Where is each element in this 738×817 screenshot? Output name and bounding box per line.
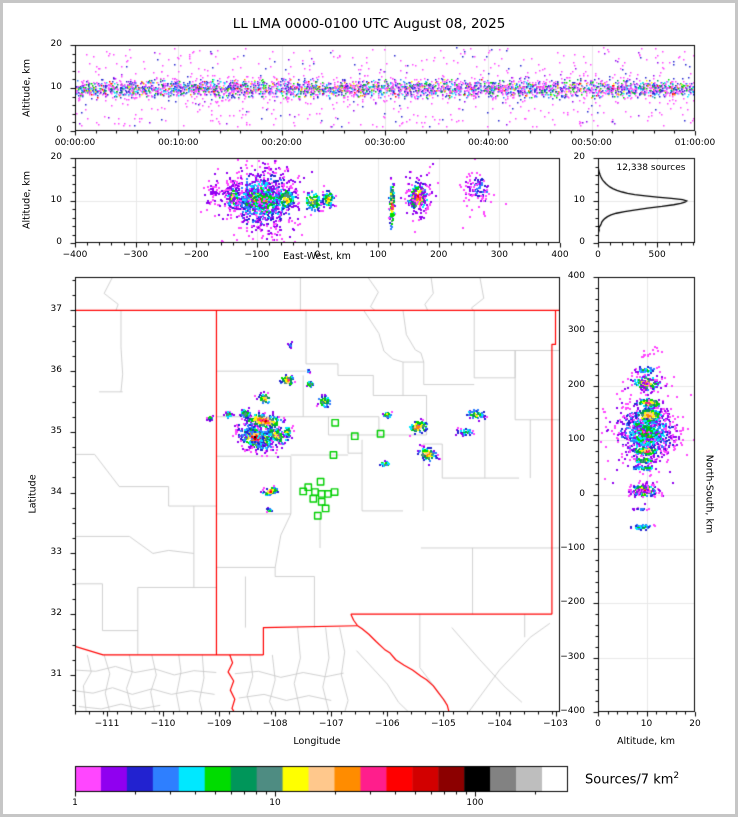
plan-view-map-panel [67, 269, 568, 720]
tick-label: 300 [567, 325, 585, 336]
tick-label: 100 [369, 250, 387, 260]
tick-label: 500 [648, 250, 666, 260]
ew-ylabel: Altitude, km [21, 171, 33, 229]
map-ylabel: Latitude [27, 474, 39, 514]
tick-label: 00:00:00 [54, 138, 96, 148]
time-height-panel [67, 37, 703, 139]
tick-label: −106 [374, 719, 400, 729]
tick-label: −300 [560, 651, 585, 662]
tick-label: 0 [314, 250, 321, 260]
tick-label: 20 [689, 719, 701, 729]
tick-label: 0 [595, 719, 601, 729]
ns-ylabel: North-South, km [703, 454, 715, 534]
east-west-panel [67, 150, 568, 251]
tick-label: 0 [56, 125, 62, 135]
tick-label: 36 [50, 365, 62, 376]
tick-label: 100 [567, 434, 585, 445]
tick-label: 0 [56, 237, 62, 247]
tick-label: 01:00:00 [674, 138, 716, 148]
tick-label: 35 [50, 425, 62, 436]
tick-label: −107 [318, 719, 344, 729]
ew-xlabel: East-West, km [283, 251, 351, 262]
tick-label: 34 [50, 486, 62, 497]
colorbar [67, 758, 576, 800]
tick-label: 10 [50, 194, 62, 205]
tick-label: 400 [551, 250, 569, 260]
tick-label: 10 [640, 719, 653, 729]
tick-label: 00:30:00 [364, 138, 406, 148]
tick-label: −400 [560, 706, 585, 716]
tick-label: 300 [490, 250, 508, 260]
altitude-histogram-panel [590, 150, 703, 251]
tick-label: −110 [150, 719, 176, 729]
tick-label: 20 [50, 39, 62, 49]
tick-label: 0 [579, 488, 585, 499]
tick-label: 10 [573, 194, 585, 205]
tick-label: 0 [595, 250, 601, 260]
tick-label: 33 [50, 547, 62, 558]
tick-label: 00:40:00 [468, 138, 509, 148]
tick-label: 20 [50, 152, 62, 162]
tick-label: 32 [50, 608, 62, 619]
tick-label: 31 [50, 668, 62, 679]
north-south-panel [590, 269, 703, 720]
tick-label: 20 [573, 152, 585, 162]
tick-label: 00:50:00 [571, 138, 612, 148]
source-count-annotation: 12,338 sources [616, 163, 686, 173]
tick-label: −100 [244, 250, 270, 260]
tick-label: −400 [62, 250, 88, 260]
ns-xlabel: Altitude, km [617, 736, 675, 747]
tick-label: 00:20:00 [261, 138, 302, 148]
tick-label: −200 [560, 597, 585, 608]
tick-label: 10 [269, 798, 281, 808]
tick-label: −100 [560, 542, 585, 553]
tick-label: 200 [567, 379, 585, 390]
map-xlabel: Longitude [293, 736, 341, 747]
tick-label: −200 [183, 250, 209, 260]
tick-label: −108 [262, 719, 288, 729]
tick-label: 100 [466, 798, 484, 808]
tick-label: 0 [579, 237, 585, 247]
tick-label: −300 [123, 250, 148, 260]
tick-label: 1 [72, 798, 78, 808]
tick-label: 400 [567, 271, 585, 281]
page-title: LL LMA 0000-0100 UTC August 08, 2025 [232, 16, 506, 32]
tick-label: 200 [430, 250, 448, 260]
tick-label: −109 [206, 719, 232, 729]
tick-label: 10 [50, 82, 62, 92]
tick-label: 37 [50, 304, 62, 315]
tick-label: −111 [94, 719, 120, 729]
tick-label: −104 [487, 719, 512, 729]
time-ylabel: Altitude, km [21, 59, 33, 117]
colorbar-label: Sources/7 km2 [585, 771, 680, 788]
tick-label: −105 [431, 719, 456, 729]
tick-label: −103 [543, 719, 568, 729]
tick-label: 00:10:00 [158, 138, 199, 148]
